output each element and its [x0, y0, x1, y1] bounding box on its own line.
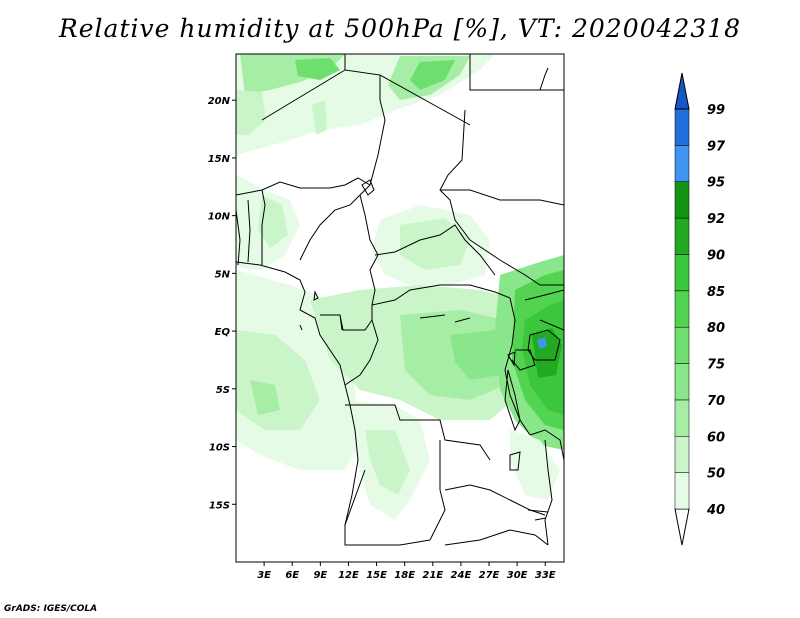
border-coast-west — [236, 261, 359, 526]
lat-tick-label: 5N — [215, 269, 231, 280]
colorbar-segment — [674, 254, 690, 292]
grads-credit: GrADS: IGES/COLA — [4, 604, 98, 614]
rh-shade-east-peak — [537, 337, 547, 349]
colorbar-under-triangle — [674, 508, 690, 546]
colorbar-segment — [674, 181, 690, 219]
colorbar-label: 90 — [707, 248, 725, 263]
rh-shade-atlantic-patch — [250, 380, 280, 415]
map-frame — [235, 53, 565, 563]
border-nigeria — [236, 177, 371, 196]
colorbar-label: 75 — [707, 358, 725, 373]
country-borders — [236, 54, 564, 546]
border-lake-tanganyika — [504, 369, 521, 432]
border-angola-zambia — [429, 440, 446, 541]
rh-shade-west-africa-mid — [258, 195, 288, 248]
rh-shade-north-blob1 — [295, 58, 340, 80]
colorbar-label: 70 — [707, 394, 725, 409]
colorbar-label: 92 — [707, 212, 725, 227]
border-sudan-east — [469, 54, 564, 91]
border-lake-victoria — [527, 329, 561, 361]
colorbar-label: 95 — [707, 176, 725, 191]
border-lake-kivu — [507, 351, 516, 367]
lon-tick-label: 18E — [394, 570, 415, 581]
longitude-axis: 3E 6E 9E 12E 15E 18E 21E 24E 27E 30E 33E — [257, 562, 556, 581]
border-togo — [247, 199, 251, 263]
border-libya-egypt — [344, 54, 381, 100]
border-rwanda-burundi — [511, 349, 536, 371]
border-island — [299, 290, 319, 331]
border-congo-drc — [344, 319, 379, 386]
colorbar-label: 40 — [706, 503, 725, 518]
border-ghana — [236, 209, 241, 266]
lat-tick-label: 15N — [208, 154, 231, 165]
lat-tick-label: 15S — [209, 500, 230, 511]
lat-tick-label: EQ — [215, 327, 231, 338]
border-cameroon-west — [299, 194, 361, 261]
border-sudan-south — [440, 189, 564, 206]
border-drc-angola — [345, 404, 491, 461]
lon-tick-label: 30E — [507, 570, 528, 581]
lon-tick-label: 6E — [285, 570, 299, 581]
border-congo-gabon — [320, 305, 373, 331]
border-northeast-coast — [539, 67, 549, 91]
border-angola-south — [344, 469, 431, 546]
lon-tick-label: 27E — [479, 570, 500, 581]
lon-tick-label: 24E — [451, 570, 472, 581]
border-mozambique — [444, 529, 549, 546]
colorbar-label: 99 — [707, 103, 725, 118]
border-lake-small-2 — [509, 451, 521, 471]
chart-title: Relative humidity at 500hPa [%], VT: 202… — [58, 14, 742, 43]
border-tanzania — [529, 429, 564, 461]
border-chad-north — [261, 69, 471, 126]
lat-tick-label: 10N — [208, 212, 231, 223]
colorbar: 40 50 60 70 75 80 85 90 92 95 97 99 — [674, 72, 726, 546]
colorbar-segment — [674, 290, 690, 328]
humidity-shading — [236, 54, 564, 520]
colorbar-segment — [674, 363, 690, 401]
lon-tick-label: 21E — [422, 570, 443, 581]
colorbar-segment — [674, 326, 690, 364]
border-lake-malawi — [527, 509, 549, 521]
lon-tick-label: 15E — [366, 570, 387, 581]
rh-shade-angola-mid — [365, 430, 410, 495]
border-car-south — [371, 284, 511, 306]
border-south-sudan — [469, 239, 564, 286]
border-car-north — [374, 224, 496, 276]
border-niger-chad — [359, 99, 386, 196]
border-malawi — [544, 439, 553, 546]
border-uganda-kenya — [524, 289, 564, 331]
colorbar-segment — [674, 217, 690, 255]
colorbar-segment — [674, 472, 690, 510]
border-lake-chad — [361, 179, 375, 196]
lat-tick-label: 20N — [208, 96, 231, 107]
lon-tick-label: 33E — [535, 570, 556, 581]
lon-tick-label: 12E — [338, 570, 359, 581]
colorbar-label: 50 — [707, 467, 725, 482]
colorbar-segment — [674, 436, 690, 473]
lon-tick-label: 9E — [313, 570, 327, 581]
rh-shade-southeast — [510, 430, 560, 500]
colorbar-label: 85 — [707, 285, 725, 300]
colorbar-label: 80 — [707, 321, 725, 336]
colorbar-segment — [674, 399, 690, 437]
border-benin-nigeria — [261, 189, 266, 265]
lat-tick-label: 5S — [216, 385, 230, 396]
latitude-axis: 20N 15N 10N 5N EQ 5S 10S 15S — [208, 96, 236, 511]
lon-tick-label: 3E — [257, 570, 271, 581]
border-lake-small-1 — [419, 314, 471, 323]
rh-shade-north-blob4 — [236, 90, 266, 135]
lat-tick-label: 10S — [209, 443, 230, 454]
rh-shade-north-blob3 — [410, 60, 455, 90]
colorbar-label: 97 — [707, 139, 726, 154]
colorbar-segment — [674, 108, 690, 146]
colorbar-segment — [674, 145, 690, 182]
rh-shade-north-blob5 — [312, 100, 327, 135]
rh-shade-car-mid — [400, 218, 470, 270]
colorbar-label: 60 — [707, 430, 725, 445]
colorbar-over-triangle — [674, 72, 690, 110]
